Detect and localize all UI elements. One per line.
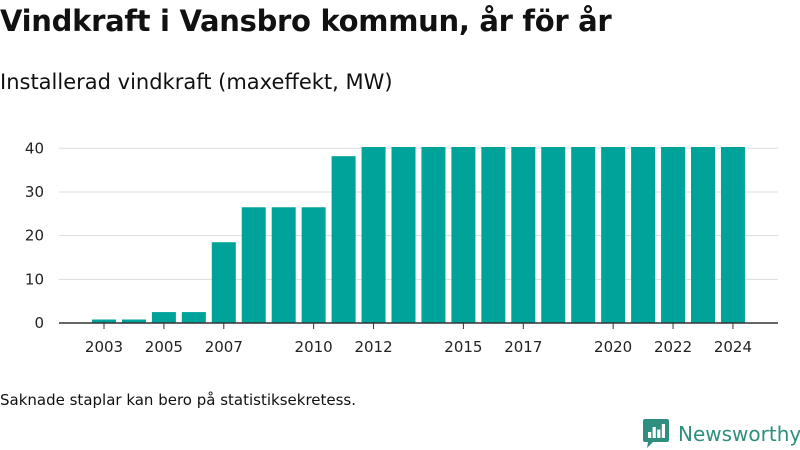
- brand-logo: Newsworthy: [643, 419, 800, 449]
- bar-2011: [331, 156, 356, 323]
- bar-2003: [92, 319, 116, 323]
- bar-2018: [541, 147, 566, 323]
- bar-2017: [511, 147, 536, 323]
- x-tick-label: 2005: [145, 338, 183, 356]
- bar-2009: [271, 207, 296, 323]
- x-tick-label: 2015: [444, 338, 482, 356]
- bar-2015: [451, 147, 476, 323]
- bar-2008: [241, 207, 266, 323]
- bar-2004: [121, 319, 146, 323]
- x-tick-label: 2003: [85, 338, 123, 356]
- bars: [92, 147, 745, 323]
- x-tick-label: 2012: [354, 338, 392, 356]
- bar-2013: [391, 147, 416, 323]
- gridlines: [59, 147, 778, 280]
- brand-name: Newsworthy: [678, 422, 800, 446]
- axes: 0 10 20 30 40 2003 2005 2007 2010 2012 2015 2017 202…: [25, 139, 778, 356]
- x-tick-label: 2007: [205, 338, 243, 356]
- bar-2019: [571, 147, 596, 323]
- bar-2020: [601, 147, 626, 323]
- y-tick-label: 10: [25, 270, 44, 288]
- chart-subtitle: Installerad vindkraft (maxeffekt, MW): [0, 70, 393, 94]
- bar-2024: [720, 147, 745, 323]
- x-tick-label: 2020: [594, 338, 632, 356]
- chart-title: Vindkraft i Vansbro kommun, år för år: [0, 4, 612, 38]
- bar-2022: [661, 147, 686, 323]
- bar-2021: [631, 147, 656, 323]
- newsworthy-logo-icon: [643, 419, 669, 448]
- bar-2006: [181, 312, 206, 323]
- x-tick-label: 2017: [504, 338, 542, 356]
- bar-2007: [211, 242, 236, 323]
- footnote: Saknade staplar kan bero på statistiksek…: [0, 391, 357, 409]
- bar-2005: [151, 312, 176, 323]
- bar-2016: [481, 147, 506, 323]
- y-tick-label: 30: [25, 183, 44, 201]
- bar-2012: [361, 147, 386, 323]
- bar-2023: [691, 147, 715, 323]
- y-tick-label: 40: [25, 139, 44, 157]
- bar-2010: [301, 207, 326, 323]
- x-tick-label: 2022: [654, 338, 692, 356]
- y-tick-label: 20: [25, 227, 44, 245]
- bar-2014: [421, 147, 446, 323]
- x-tick-label: 2024: [714, 338, 752, 356]
- y-tick-label: 0: [34, 314, 44, 332]
- x-tick-label: 2010: [295, 338, 333, 356]
